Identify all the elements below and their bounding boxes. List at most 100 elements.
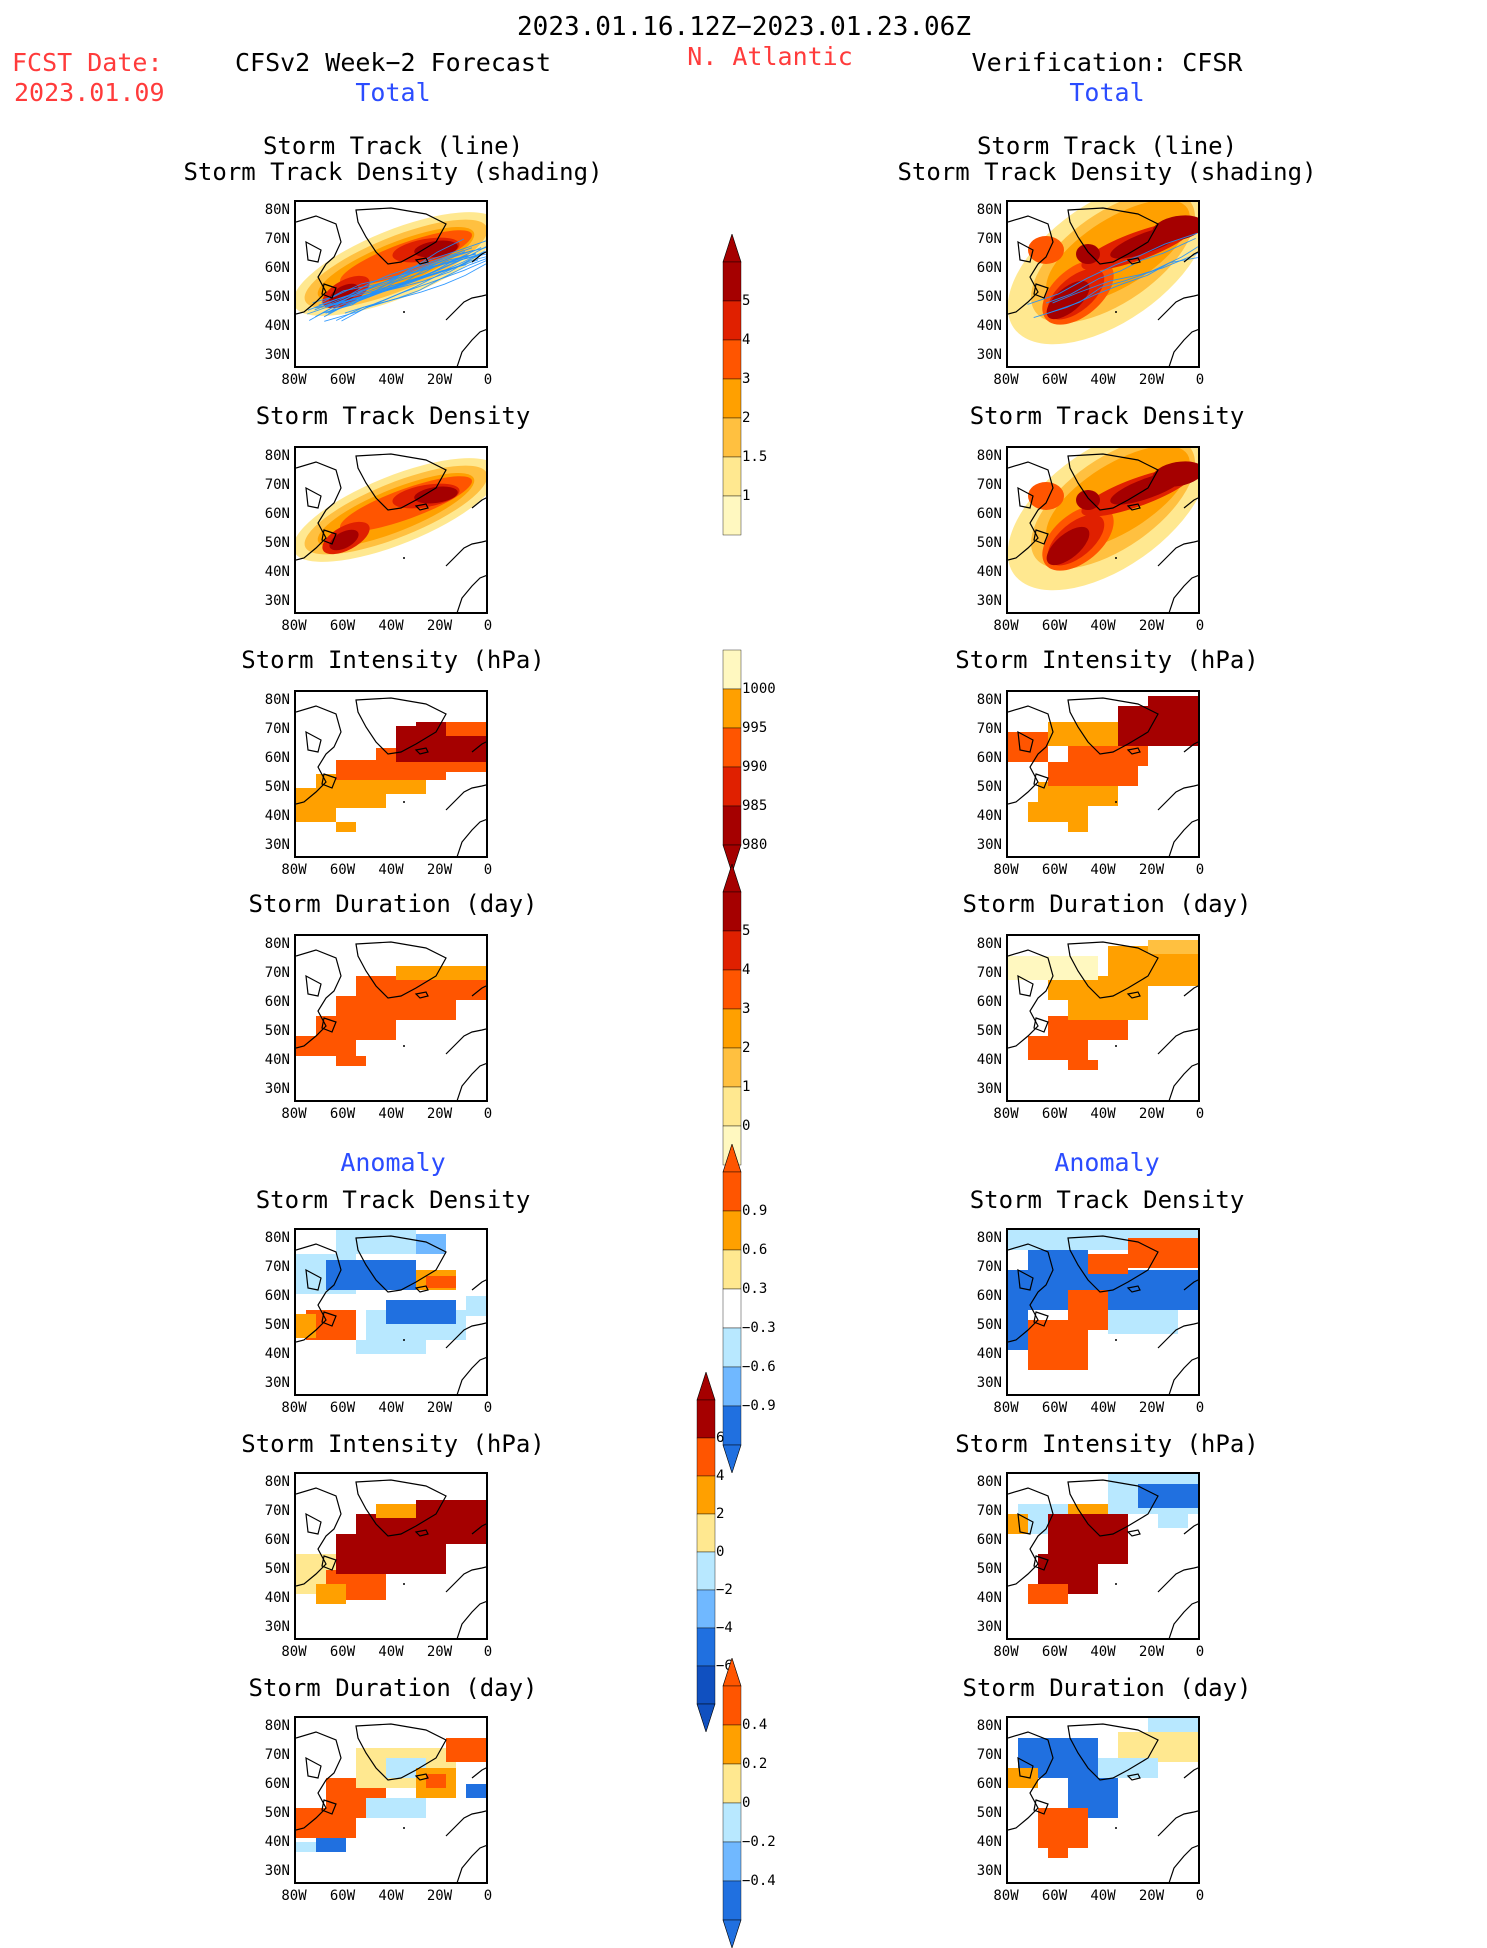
map-panel-track-density-right: 80N 70N 60N 50N 40N 30N 80W 60W 40W 20W 0 (968, 200, 1204, 388)
left-column-heading: CFSv2 Week−2 Forecast (234, 48, 552, 77)
title-track-line-right-2: Storm Track Density (shading) (897, 158, 1317, 186)
y-tick-label: 80N (976, 1718, 1002, 1734)
x-tick-label: 0 (1195, 1644, 1205, 1660)
title-anom-duration-right: Storm Duration (day) (962, 1674, 1252, 1702)
x-tick-label: 60W (1041, 1888, 1068, 1904)
colorbar-tick-label: 0 (742, 1795, 751, 1811)
colorbar-tick-label: −0.4 (742, 1873, 776, 1889)
colorbar-tick-label: −0.9 (742, 1398, 776, 1414)
x-tick-label: 60W (1041, 618, 1068, 634)
y-tick-label: 50N (264, 1805, 290, 1821)
colorbar-tick-label: 3 (742, 1001, 751, 1017)
colorbar-tick-label: 4 (716, 1468, 725, 1484)
colorbar-tick-label: 980 (742, 837, 768, 853)
x-tick-label: 20W (1138, 1106, 1165, 1122)
map-frame (294, 446, 488, 614)
x-tick-label: 40W (378, 372, 404, 388)
x-tick-label: 40W (1090, 1644, 1116, 1660)
x-tick-label: 40W (1090, 372, 1116, 388)
x-tick-label: 40W (378, 618, 404, 634)
y-tick-label: 70N (264, 965, 290, 981)
y-tick-label: 50N (976, 779, 1002, 795)
colorbar-tick-label: 4 (742, 332, 751, 348)
y-tick-label: 70N (976, 1747, 1002, 1763)
x-tick-label: 60W (1041, 1644, 1068, 1660)
y-tick-label: 40N (976, 808, 1002, 824)
x-tick-label: 0 (1195, 862, 1205, 878)
y-tick-label: 70N (976, 721, 1002, 737)
map-frame (1006, 200, 1200, 368)
y-tick-label: 80N (264, 1230, 290, 1246)
y-tick-label: 50N (264, 1023, 290, 1039)
map-frame (1006, 1716, 1200, 1884)
colorbar-tick-label: 0.2 (742, 1756, 768, 1772)
y-tick-label: 80N (976, 692, 1002, 708)
y-tick-label: 70N (264, 1747, 290, 1763)
fcst-date-value: 2023.01.09 (14, 78, 165, 107)
y-tick-label: 50N (976, 1317, 1002, 1333)
x-tick-label: 40W (1090, 1400, 1116, 1416)
y-tick-label: 40N (976, 1834, 1002, 1850)
y-tick-label: 50N (264, 535, 290, 551)
x-tick-label: 60W (329, 862, 356, 878)
y-tick-label: 80N (976, 1474, 1002, 1490)
x-tick-label: 80W (281, 1644, 307, 1660)
y-tick-label: 70N (264, 231, 290, 247)
map-panel-density-right: 80N 70N 60N 50N 40N 30N 80W 60W 40W 20W 0 (968, 446, 1204, 634)
map-frame (1006, 690, 1200, 858)
colorbar-tick-label: 985 (742, 798, 768, 814)
x-tick-label: 0 (483, 862, 493, 878)
y-tick-label: 40N (976, 564, 1002, 580)
colorbar-tick-label: 1 (742, 488, 751, 504)
y-tick-label: 80N (264, 448, 290, 464)
x-tick-label: 20W (1138, 1400, 1165, 1416)
y-tick-label: 30N (976, 593, 1002, 609)
colorbar-tick-label: 990 (742, 759, 768, 775)
y-tick-label: 60N (264, 1776, 290, 1792)
x-tick-label: 20W (426, 1888, 453, 1904)
anomaly-label-left: Anomaly (340, 1148, 446, 1177)
y-tick-label: 80N (976, 936, 1002, 952)
x-tick-label: 0 (483, 372, 493, 388)
colorbar-tick-label: 2 (716, 1506, 725, 1522)
title-track-line-right-1: Storm Track (line) (976, 132, 1238, 160)
x-tick-label: 60W (329, 372, 356, 388)
y-tick-label: 70N (976, 231, 1002, 247)
colorbar-tick-label: 0.9 (742, 1203, 768, 1219)
colorbar-tick-label: −0.6 (742, 1359, 776, 1375)
map-panel-anom-density-right: 80N 70N 60N 50N 40N 30N 80W 60W 40W 20W 0 (968, 1228, 1204, 1416)
x-tick-label: 20W (1138, 372, 1165, 388)
map-frame (294, 1472, 488, 1640)
map-frame (294, 690, 488, 858)
y-tick-label: 30N (976, 1081, 1002, 1097)
x-tick-label: 0 (483, 1400, 493, 1416)
y-tick-label: 40N (264, 564, 290, 580)
map-frame (1006, 934, 1200, 1102)
map-panel-duration-right: 80N 70N 60N 50N 40N 30N 80W 60W 40W 20W 0 (968, 934, 1204, 1122)
colorbar-tick-label: 5 (742, 293, 751, 309)
colorbar-tick-label: 995 (742, 720, 768, 736)
y-tick-label: 80N (976, 1230, 1002, 1246)
x-tick-label: 20W (1138, 618, 1165, 634)
colorbar-tick-label: 6 (716, 1430, 725, 1446)
colorbar-tick-label: 0.6 (742, 1242, 768, 1258)
map-panel-intensity-right: 80N 70N 60N 50N 40N 30N 80W 60W 40W 20W 0 (968, 690, 1204, 878)
x-tick-label: 80W (993, 862, 1019, 878)
y-tick-label: 30N (976, 347, 1002, 363)
y-tick-label: 50N (976, 289, 1002, 305)
x-tick-label: 80W (993, 1644, 1019, 1660)
x-tick-label: 40W (378, 1644, 404, 1660)
map-frame (294, 1716, 488, 1884)
y-tick-label: 50N (264, 1561, 290, 1577)
colorbar-tick-label: 4 (742, 962, 751, 978)
x-tick-label: 60W (329, 618, 356, 634)
y-tick-label: 70N (264, 1503, 290, 1519)
x-tick-label: 80W (993, 1400, 1019, 1416)
title-intensity-right: Storm Intensity (hPa) (955, 646, 1259, 674)
title-duration-right: Storm Duration (day) (962, 890, 1252, 918)
colorbar-tick-label: 0 (742, 1118, 751, 1134)
x-tick-label: 80W (281, 1888, 307, 1904)
y-tick-label: 40N (264, 1052, 290, 1068)
y-tick-label: 60N (264, 506, 290, 522)
y-tick-label: 60N (976, 1776, 1002, 1792)
